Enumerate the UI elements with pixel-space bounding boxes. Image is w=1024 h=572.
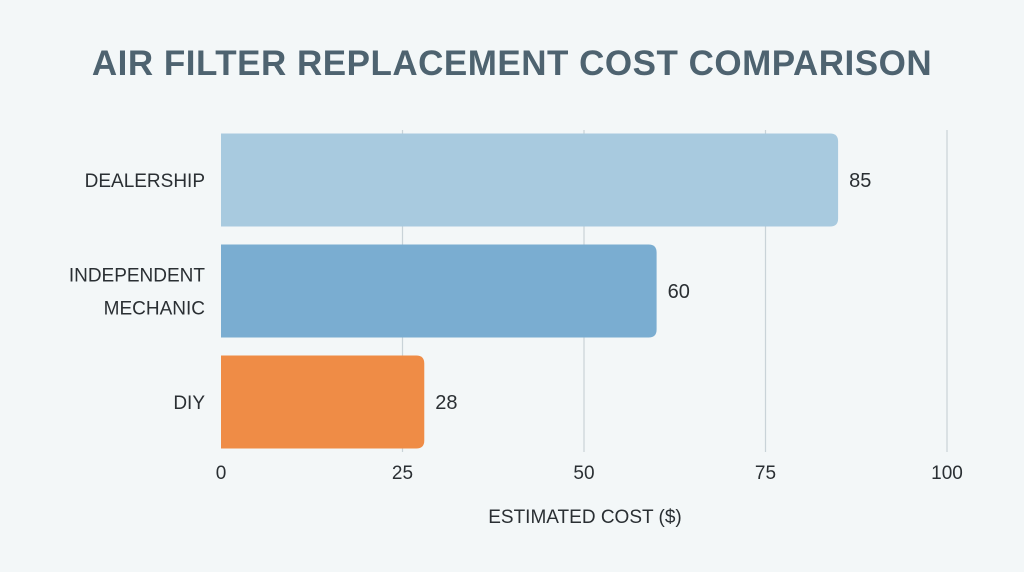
bar-2 bbox=[221, 355, 425, 449]
category-label: DIY bbox=[173, 393, 205, 414]
category-label: INDEPENDENT bbox=[69, 266, 206, 287]
bar-value-label: 28 bbox=[435, 392, 457, 414]
bar-0 bbox=[221, 133, 839, 227]
x-tick-label: 25 bbox=[392, 463, 413, 484]
bars bbox=[221, 133, 839, 449]
x-axis-ticks: 0 25 50 75 100 bbox=[216, 463, 963, 484]
category-label: MECHANIC bbox=[104, 299, 205, 320]
category-labels: 85 DEALERSHIP 60 INDEPENDENT MECHANIC 28 DIY bbox=[69, 170, 872, 414]
x-tick-label: 75 bbox=[755, 463, 776, 484]
bar-1 bbox=[221, 244, 657, 338]
bar-value-label: 85 bbox=[849, 170, 871, 192]
x-tick-label: 0 bbox=[216, 463, 227, 484]
category-label: DEALERSHIP bbox=[85, 171, 205, 192]
bar-value-label: 60 bbox=[668, 281, 690, 303]
chart-title: AIR FILTER REPLACEMENT COST COMPARISON bbox=[92, 44, 932, 83]
x-tick-label: 50 bbox=[573, 463, 594, 484]
x-tick-label: 100 bbox=[931, 463, 963, 484]
x-axis-title: ESTIMATED COST ($) bbox=[488, 507, 682, 528]
